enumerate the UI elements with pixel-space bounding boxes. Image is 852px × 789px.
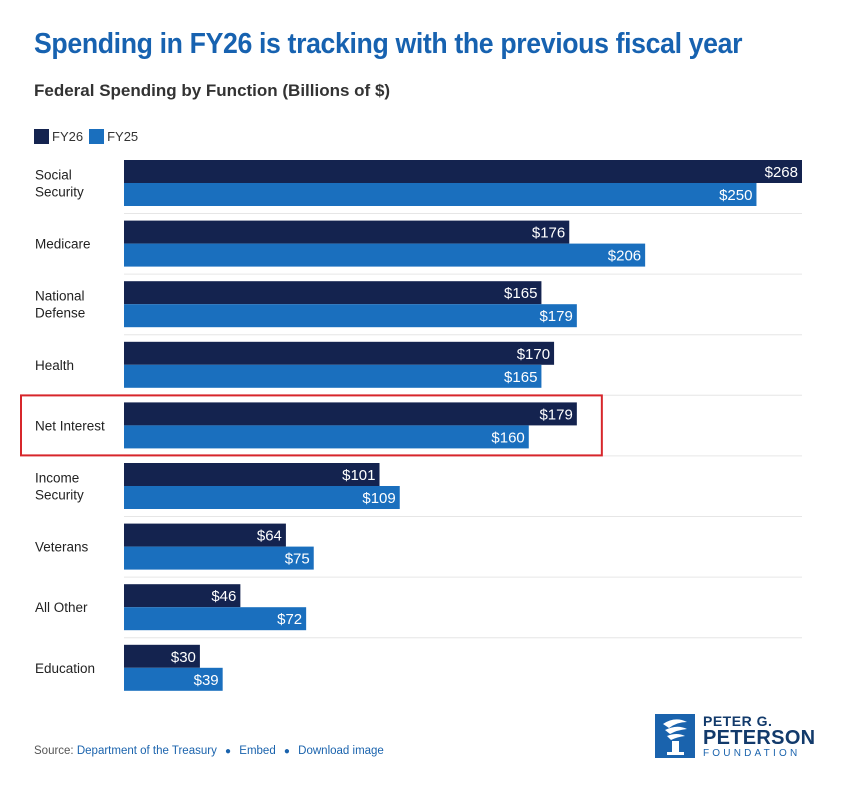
bar-fy25-national-defense xyxy=(124,304,577,328)
bar-fy26-education xyxy=(124,644,200,668)
separator-dot: ● xyxy=(225,746,232,757)
chart-title: Spending in FY26 is tracking with the pr… xyxy=(34,28,743,60)
category-label-social-security: Social Security xyxy=(35,168,84,200)
legend-label-fy25: FY25 xyxy=(107,129,139,144)
highlight-box xyxy=(20,394,603,457)
category-label-medicare: Medicare xyxy=(35,237,91,252)
bar-fy26-medicare xyxy=(124,220,570,244)
bar-fy26-all-other xyxy=(124,584,241,608)
category-label-all-other: All Other xyxy=(35,600,88,615)
bar-fy26-veterans xyxy=(124,523,286,547)
value-label-fy26-national-defense: $165 xyxy=(504,285,537,302)
value-label-fy25-medicare: $206 xyxy=(608,248,641,265)
bar-fy25-net-interest xyxy=(124,425,529,449)
value-label-fy25-all-other: $72 xyxy=(277,611,302,628)
value-label-fy26-net-interest: $179 xyxy=(539,406,572,423)
value-label-fy25-income-security: $109 xyxy=(362,490,395,507)
source-label: Source: xyxy=(34,745,74,757)
legend-item-fy26: FY26 xyxy=(34,129,83,144)
value-label-fy26-income-security: $101 xyxy=(342,467,375,484)
logo-line-1: PETER G. xyxy=(703,712,773,729)
bar-fy26-health xyxy=(124,341,555,365)
value-label-fy25-veterans: $75 xyxy=(285,551,310,568)
category-label-income-security: Income Security xyxy=(35,471,84,503)
legend: FY26 FY25 xyxy=(34,129,144,144)
source-footer: Source: Department of the Treasury ● Emb… xyxy=(34,745,384,757)
category-label-veterans: Veterans xyxy=(35,540,89,555)
value-label-fy26-all-other: $46 xyxy=(211,588,236,605)
value-label-fy25-health: $165 xyxy=(504,369,537,386)
category-label-national-defense: National Defense xyxy=(35,289,85,321)
legend-swatch-fy25 xyxy=(89,129,105,144)
category-label-education: Education xyxy=(35,661,95,676)
value-label-fy26-medicare: $176 xyxy=(532,225,565,242)
download-image-link[interactable]: Download image xyxy=(298,745,384,757)
bar-fy26-net-interest xyxy=(124,402,577,426)
logo-line-2: PETERSON xyxy=(703,726,816,749)
value-label-fy25-net-interest: $160 xyxy=(491,429,524,446)
logo-line-3: FOUNDATION xyxy=(703,747,801,759)
bar-fy26-income-security xyxy=(124,463,380,486)
value-label-fy26-social-security: $268 xyxy=(765,164,798,181)
bar-fy25-all-other xyxy=(124,607,307,631)
torch-icon xyxy=(655,714,695,758)
bar-fy25-medicare xyxy=(124,243,646,267)
bar-fy25-health xyxy=(124,364,542,388)
peterson-foundation-logo: PETER G. PETERSON FOUNDATION xyxy=(655,712,815,760)
bar-fy26-national-defense xyxy=(124,281,542,305)
category-label-net-interest: Net Interest xyxy=(35,418,105,433)
bar-fy26-social-security xyxy=(124,160,802,183)
value-label-fy25-social-security: $250 xyxy=(719,187,752,204)
legend-label-fy26: FY26 xyxy=(52,129,84,144)
legend-item-fy25: FY25 xyxy=(89,129,138,144)
separator-dot: ● xyxy=(283,746,290,757)
source-link[interactable]: Department of the Treasury xyxy=(76,745,217,757)
bar-fy25-social-security xyxy=(124,183,757,206)
value-label-fy26-health: $170 xyxy=(517,346,550,363)
bar-fy25-income-security xyxy=(124,486,400,509)
value-label-fy25-education: $39 xyxy=(194,672,219,689)
bar-fy25-education xyxy=(124,667,223,691)
value-label-fy26-education: $30 xyxy=(171,649,196,666)
legend-swatch-fy26 xyxy=(34,129,49,144)
value-label-fy26-veterans: $64 xyxy=(257,528,282,545)
category-label-health: Health xyxy=(35,358,74,373)
embed-link[interactable]: Embed xyxy=(239,745,276,757)
value-label-fy25-national-defense: $179 xyxy=(539,308,572,325)
chart-subtitle: Federal Spending by Function (Billions o… xyxy=(34,81,391,100)
bar-fy25-veterans xyxy=(124,546,314,570)
